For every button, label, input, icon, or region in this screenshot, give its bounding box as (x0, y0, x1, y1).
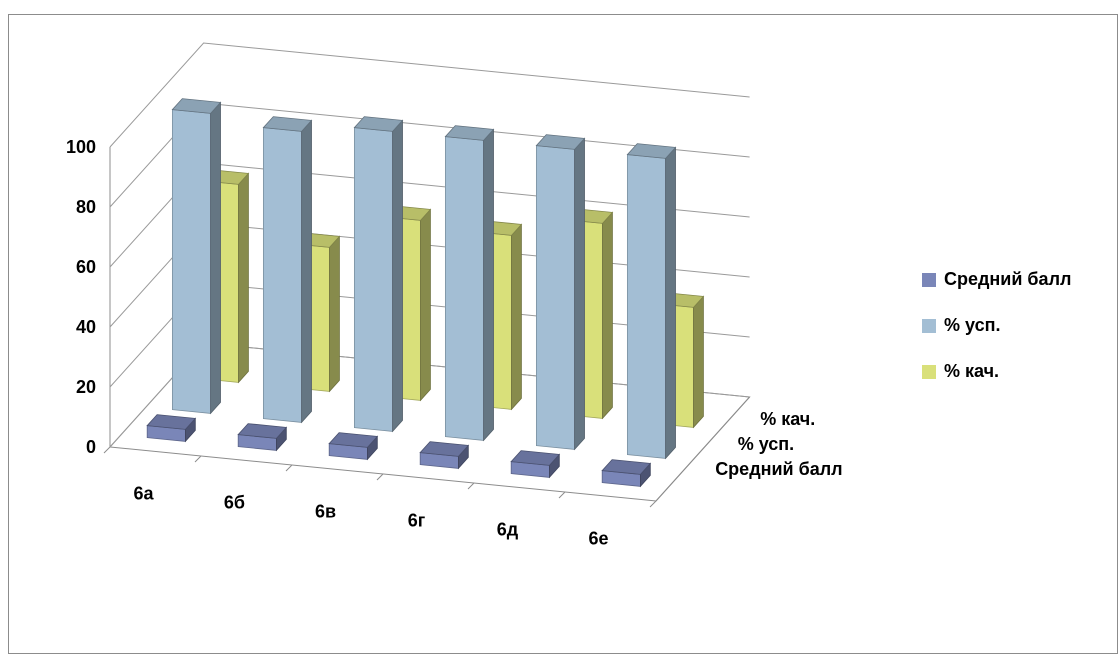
x-tick-mark (103, 446, 111, 454)
bar-s1-c0-top (171, 98, 222, 114)
bar-s0-c2-top (328, 432, 379, 448)
gridline-0 (109, 42, 750, 148)
bar-s1-c4-side (574, 137, 585, 451)
legend: Средний балл % усп. % кач. (922, 269, 1071, 381)
y-tick-label: 40 (76, 317, 96, 337)
bar-s0-c4 (510, 450, 561, 479)
y-tick-label: 100 (66, 137, 96, 157)
bar-s1-c5-front (626, 154, 667, 459)
bar-s2-c5-side (693, 295, 704, 429)
bar-s1-c3 (444, 125, 495, 442)
legend-label: % кач. (944, 361, 999, 381)
depth-tick-label: % усп. (738, 434, 794, 454)
bar-s1-c1-front (262, 127, 303, 423)
legend-swatch (922, 273, 936, 287)
bar-s1-c0 (171, 98, 222, 415)
bar-s1-c3-front (444, 136, 485, 441)
bar-s1-c2 (353, 116, 404, 433)
legend-label: Средний балл (944, 269, 1071, 289)
bar-s2-c3-side (511, 223, 522, 411)
x-axis-ticks: 6а 6б 6в 6г 6д 6е (103, 446, 657, 549)
legend-swatch (922, 365, 936, 379)
x-tick-label: 6д (497, 520, 519, 540)
bar-s1-c0-side (210, 101, 221, 415)
bar-s2-c1-side (329, 235, 340, 393)
x-tick-mark (649, 500, 657, 508)
depth-tick-label: Средний балл (715, 459, 842, 479)
y-tick-label: 0 (86, 437, 96, 457)
bar-s0-c1 (237, 423, 288, 452)
bar-s0-c3 (419, 441, 470, 470)
x-tick-label: 6а (133, 484, 154, 504)
bar-s2-c2-side (420, 208, 431, 402)
x-tick-mark (194, 455, 202, 463)
x-tick-mark (467, 482, 475, 490)
bar-s1-c0-front (171, 109, 212, 414)
y-axis-ticks: 100 80 60 40 20 0 (66, 137, 96, 457)
bar-s0-c5 (601, 459, 652, 488)
bar-s0-c4-top (510, 450, 561, 466)
bar-s1-c5 (626, 143, 677, 460)
bar-s1-c1-side (301, 119, 312, 424)
x-tick-mark (376, 473, 384, 481)
bar-s1-c2-top (353, 116, 404, 132)
x-tick-mark (558, 491, 566, 499)
bar-s1-c3-top (444, 125, 495, 141)
bar-s1-c4 (535, 134, 586, 451)
x-tick-label: 6е (588, 529, 608, 549)
bar-s1-c5-top (626, 143, 677, 159)
legend-swatch (922, 319, 936, 333)
bar-s1-c4-front (535, 145, 576, 450)
bar-s1-c1-top (262, 116, 313, 132)
y-tick-label: 60 (76, 257, 96, 277)
bar-s2-c4-side (602, 211, 613, 420)
y-tick-label: 80 (76, 197, 96, 217)
depth-tick-label: % кач. (760, 409, 815, 429)
bar-s1-c5-side (665, 146, 676, 460)
bar-s0-c1-top (237, 423, 288, 439)
x-tick-label: 6г (408, 511, 426, 531)
x-tick-label: 6в (315, 502, 336, 522)
bar-s1-c3-side (483, 128, 494, 442)
bar-s2-c0-side (238, 172, 249, 384)
bar-s0-c2 (328, 432, 379, 461)
depth-axis-line (655, 396, 750, 502)
bar-s1-c2-side (392, 119, 403, 433)
y-tick-label: 20 (76, 377, 96, 397)
bar-s1-c2-front (353, 127, 394, 432)
x-tick-mark (285, 464, 293, 472)
chart-bars (146, 98, 705, 488)
x-tick-label: 6б (224, 493, 245, 513)
bar-s1-c1 (262, 116, 313, 424)
depth-axis-ticks: % кач. % усп. Средний балл (655, 396, 843, 502)
bar-s0-c3-top (419, 441, 470, 457)
bar-s0-c0 (146, 414, 197, 443)
bar-s0-c0-top (146, 414, 197, 430)
bar-s0-c5-top (601, 459, 652, 475)
bar-s1-c4-top (535, 134, 586, 150)
legend-label: % усп. (944, 315, 1000, 335)
